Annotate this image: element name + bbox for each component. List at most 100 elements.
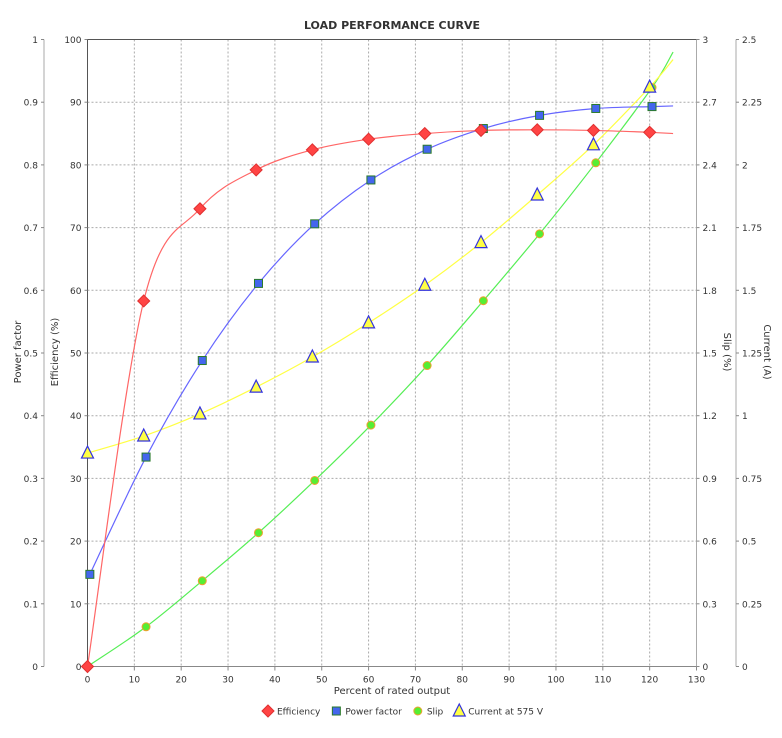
- power-factor-tick-label: 0.3: [24, 475, 38, 485]
- x-tick-label: 100: [547, 676, 564, 686]
- slip-tick-label: 0.6: [703, 538, 718, 548]
- data-point-diamond: [80, 659, 95, 674]
- slip-tick-label: 0.9: [703, 475, 718, 485]
- chart-title: LOAD PERFORMANCE CURVE: [304, 19, 480, 32]
- efficiency-axis-label: Efficiency (%): [50, 318, 61, 387]
- legend-label: Current at 575 V: [468, 708, 544, 718]
- data-point-triangle: [417, 276, 432, 291]
- data-point-diamond: [418, 126, 432, 141]
- efficiency-tick-label: 20: [70, 538, 82, 548]
- x-tick-label: 40: [269, 676, 281, 686]
- legend: Efficiency Power factor Slip Current at 575…: [261, 702, 544, 718]
- efficiency-tick-label: 40: [70, 412, 82, 422]
- slip-tick-label: 1.5: [703, 350, 717, 360]
- efficiency-tick-label: 30: [70, 475, 82, 485]
- power-factor-tick-label: 0.9: [24, 99, 39, 109]
- data-point-circle: [253, 528, 263, 538]
- data-point-triangle: [136, 427, 151, 442]
- data-point-triangle: [474, 234, 488, 249]
- efficiency-tick-label: 90: [70, 99, 82, 109]
- current-tick-label: 0: [742, 663, 748, 673]
- data-point-diamond: [530, 123, 544, 137]
- current-tick-label: 1.25: [742, 350, 762, 360]
- current-tick-label: 2: [742, 161, 748, 171]
- data-point-diamond: [586, 123, 601, 138]
- slip-tick-label: 3: [703, 36, 709, 46]
- slip-tick-label: 1.8: [703, 287, 718, 297]
- current-axis-label: Current (A): [761, 324, 772, 379]
- slip-tick-label: 0: [703, 663, 709, 673]
- axes: 0 10 20 30 40 50 60 70 80 90 100 110 120 13000.10.20.…: [24, 36, 762, 686]
- x-tick-label: 0: [85, 676, 91, 686]
- power-factor-tick-label: 0.6: [24, 287, 39, 297]
- legend-square-icon: [331, 706, 341, 716]
- data-point-square: [141, 452, 151, 462]
- power-factor-tick-label: 0.7: [24, 224, 38, 234]
- power-factor-tick-label: 1: [32, 36, 38, 46]
- data-point-circle: [197, 576, 207, 586]
- slip-tick-label: 0.3: [703, 600, 717, 610]
- power-factor-tick-label: 0.4: [24, 412, 39, 422]
- legend-triangle-icon: [452, 702, 467, 717]
- slip-axis-label: Slip (%): [721, 333, 732, 372]
- data-point-circle: [310, 475, 320, 485]
- current-tick-label: 1.75: [742, 224, 762, 234]
- power-factor-axis-label: Power factor: [13, 320, 24, 384]
- x-tick-label: 80: [457, 676, 469, 686]
- data-point-circle: [478, 296, 488, 306]
- data-point-triangle: [305, 348, 320, 363]
- data-point-diamond: [193, 202, 207, 216]
- efficiency-tick-label: 10: [70, 600, 82, 610]
- current-tick-label: 0.5: [742, 538, 756, 548]
- x-tick-label: 50: [316, 676, 328, 686]
- data-point-triangle: [530, 186, 545, 201]
- data-point-diamond: [474, 123, 488, 138]
- efficiency-tick-label: 50: [70, 350, 82, 360]
- data-point-diamond: [305, 143, 320, 157]
- power-factor-tick-label: 0: [32, 663, 38, 673]
- power-factor-tick-label: 0.8: [24, 161, 39, 171]
- slip-tick-label: 2.4: [703, 161, 718, 171]
- current-tick-label: 2.25: [742, 99, 762, 109]
- efficiency-tick-label: 60: [70, 287, 82, 297]
- data-point-square: [310, 219, 320, 229]
- data-point-circle: [591, 158, 601, 168]
- data-point-diamond: [642, 125, 657, 140]
- x-tick-label: 110: [594, 676, 611, 686]
- data-point-square: [197, 356, 207, 366]
- slip-tick-label: 2.7: [703, 99, 717, 109]
- data-point-diamond: [137, 294, 151, 308]
- data-point-triangle: [642, 78, 657, 93]
- x-tick-label: 20: [175, 676, 187, 686]
- data-point-circle: [422, 361, 432, 371]
- data-point-circle: [141, 622, 151, 632]
- efficiency-tick-label: 100: [64, 36, 81, 46]
- legend-label: Slip: [427, 708, 444, 718]
- data-point-square: [422, 144, 432, 154]
- power-factor-tick-label: 0.2: [24, 538, 38, 548]
- slip-tick-label: 1.2: [703, 412, 717, 422]
- data-point-triangle: [80, 444, 95, 459]
- power-factor-tick-label: 0.1: [24, 600, 38, 610]
- x-axis-label: Percent of rated output: [334, 686, 451, 697]
- data-point-square: [591, 103, 601, 113]
- data-point-square: [647, 102, 657, 112]
- x-tick-label: 130: [688, 676, 705, 686]
- efficiency-tick-label: 0: [76, 663, 82, 673]
- current-tick-label: 0.75: [742, 475, 762, 485]
- data-point-triangle: [249, 378, 264, 393]
- legend-circle-icon: [413, 706, 423, 716]
- slip-tick-label: 2.1: [703, 224, 717, 234]
- current-tick-label: 1: [742, 412, 748, 422]
- data-point-circle: [366, 420, 376, 430]
- power-factor-tick-label: 0.5: [24, 350, 38, 360]
- current-tick-label: 0.25: [742, 600, 762, 610]
- efficiency-tick-label: 70: [70, 224, 82, 234]
- data-point-diamond: [361, 132, 376, 146]
- current-tick-label: 2.5: [742, 36, 756, 46]
- data-point-diamond: [249, 163, 263, 177]
- x-tick-label: 70: [410, 676, 422, 686]
- x-tick-label: 90: [503, 676, 515, 686]
- current-tick-label: 1.5: [742, 287, 756, 297]
